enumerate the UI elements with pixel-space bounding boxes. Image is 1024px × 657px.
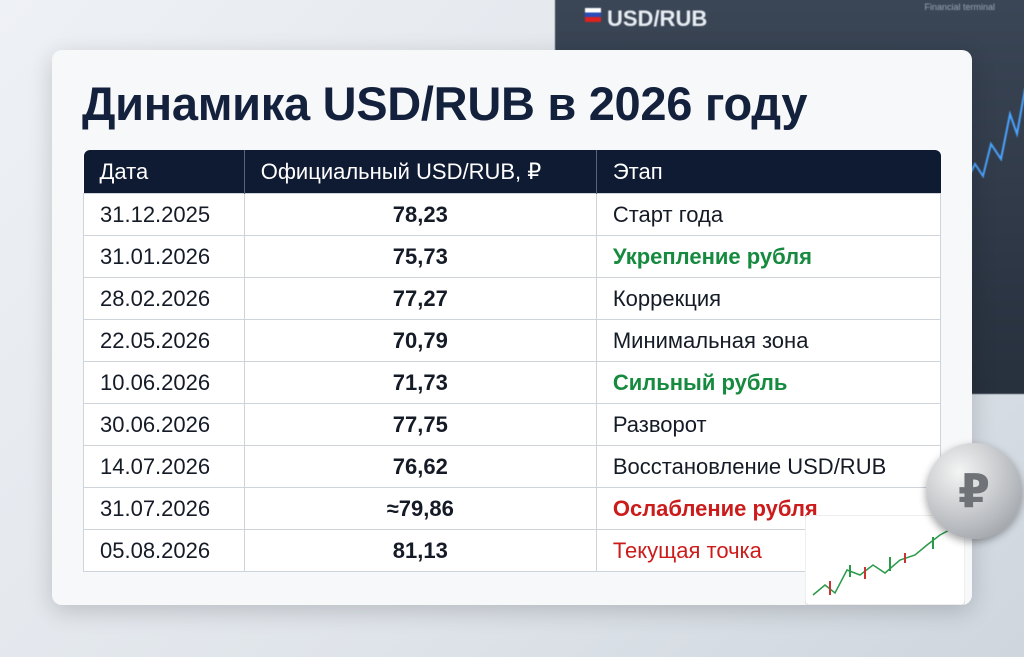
date-cell: 05.08.2026 xyxy=(83,529,245,572)
rate-cell: 81,13 xyxy=(243,529,597,572)
table-row: 31.01.2026 75,73 Укрепление рубля xyxy=(83,235,942,278)
rate-cell: 76,62 xyxy=(243,445,597,488)
stage-cell: Сильный рубль xyxy=(595,361,942,404)
terminal-chart xyxy=(964,88,1024,185)
terminal-title: USD/RUB xyxy=(607,6,708,31)
terminal-label: Financial terminal xyxy=(924,2,995,12)
table-row: 28.02.2026 77,27 Коррекция xyxy=(83,277,942,320)
column-header: Дата xyxy=(83,150,245,194)
stage-cell: Старт года xyxy=(595,193,942,236)
date-cell: 28.02.2026 xyxy=(83,277,245,320)
rate-cell: 77,75 xyxy=(243,403,597,446)
card: Динамика USD/RUB в 2026 году Дата Официал… xyxy=(52,50,972,605)
title: Динамика USD/RUB в 2026 году xyxy=(82,77,808,130)
column-header: Этап xyxy=(596,150,941,194)
rate-cell: 77,27 xyxy=(243,277,597,320)
rate-cell: 78,23 xyxy=(243,193,597,236)
date-cell: 22.05.2026 xyxy=(83,319,245,362)
rate-cell: ≈79,86 xyxy=(243,487,597,530)
stage-cell: Восстановление USD/RUB xyxy=(595,445,942,488)
column-header: Официальный USD/RUB, ₽ xyxy=(244,150,597,194)
stage-cell: Разворот xyxy=(595,403,942,446)
date-cell: 31.01.2026 xyxy=(83,235,245,278)
table-row: 30.06.2026 77,75 Разворот xyxy=(83,403,942,446)
rate-cell: 75,73 xyxy=(243,235,597,278)
table-row: 14.07.2026 76,62 Восстановление USD/RUB xyxy=(83,445,942,488)
date-cell: 31.07.2026 xyxy=(83,487,245,530)
date-cell: 30.06.2026 xyxy=(83,403,245,446)
rate-cell: 70,79 xyxy=(243,319,597,362)
coin: ₽ xyxy=(926,443,1022,539)
date-cell: 14.07.2026 xyxy=(83,445,245,488)
table-body: 31.12.2025 78,23 Старт года 31.01.2026 75,73… xyxy=(83,193,942,572)
stage-cell: Коррекция xyxy=(595,277,942,320)
mini-chart xyxy=(805,515,965,605)
rate-cell: 71,73 xyxy=(243,361,597,404)
stage-cell: Минимальная зона xyxy=(595,319,942,362)
date-cell: 31.12.2025 xyxy=(83,193,245,236)
date-cell: 10.06.2026 xyxy=(83,361,245,404)
header-row: Дата Официальный USD/RUB, ₽ Этап xyxy=(83,150,941,194)
table-row: 22.05.2026 70,79 Минимальная зона xyxy=(83,319,942,362)
table: Дата Официальный USD/RUB, ₽ Этап 31.12.202… xyxy=(83,150,942,572)
flag xyxy=(585,8,601,22)
stage-cell: Укрепление рубля xyxy=(595,235,942,278)
table-row: 31.12.2025 78,23 Старт года xyxy=(83,193,942,236)
table-row: 10.06.2026 71,73 Сильный рубль xyxy=(83,361,942,404)
